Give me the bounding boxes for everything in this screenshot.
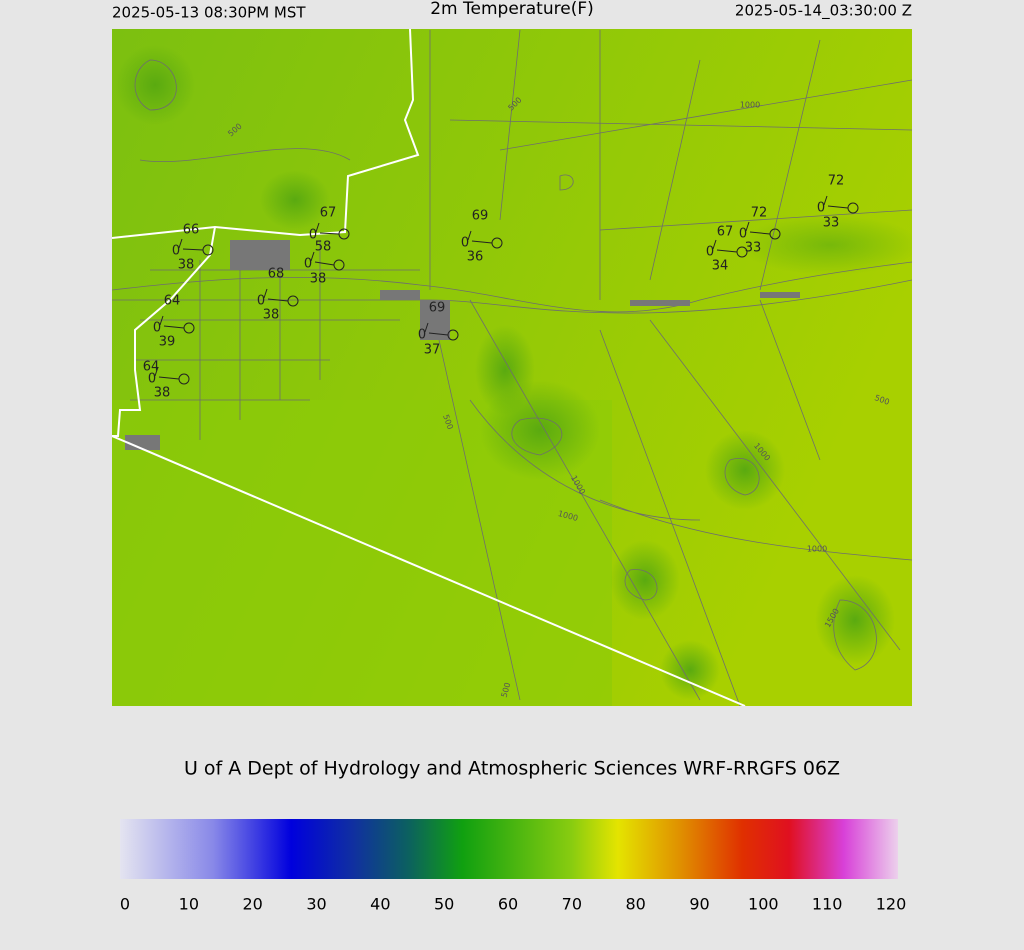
colorbar-tick-label: 90 (689, 895, 709, 914)
colorbar-tick-label: 30 (306, 895, 326, 914)
contour-label: 1000 (807, 545, 827, 554)
station-stem (315, 222, 320, 233)
station-stick (158, 376, 180, 380)
station-stem (263, 288, 268, 299)
contour-label: 1000 (740, 101, 760, 110)
station-circle (847, 202, 859, 214)
station-temp: 67 (320, 206, 337, 221)
station-stick (314, 261, 335, 266)
station-dew: 36 (467, 250, 484, 265)
station-temp: 67 (717, 225, 734, 240)
station-stick (749, 231, 771, 235)
station-wind: 0 (461, 236, 469, 251)
station-circle (178, 373, 190, 385)
header-left: 2025-05-13 08:30PM MST (112, 4, 306, 22)
colorbar-tick-label: 50 (434, 895, 454, 914)
header-title: 2m Temperature(F) (430, 0, 594, 19)
colorbar-tick-label: 100 (748, 895, 779, 914)
station-temp: 64 (164, 294, 181, 309)
station-stick (319, 232, 340, 235)
station-stick (827, 205, 849, 209)
station-wind: 0 (148, 372, 156, 387)
station-dew: 38 (263, 308, 280, 323)
station-temp: 69 (472, 209, 489, 224)
station-wind: 0 (309, 228, 317, 243)
station-temp: 66 (183, 223, 200, 238)
station-stem (712, 239, 717, 250)
station-stem (823, 195, 828, 206)
colorbar-tick-label: 110 (812, 895, 843, 914)
colorbar-tick-label: 0 (120, 895, 130, 914)
station-wind: 0 (172, 244, 180, 259)
station-temp: 72 (751, 206, 768, 221)
station-circle (202, 244, 214, 256)
station-wind: 0 (706, 245, 714, 260)
station-temp: 72 (828, 174, 845, 189)
station-circle (183, 322, 195, 334)
station-stem (424, 322, 429, 333)
station: 038 (304, 251, 345, 287)
station-temp: 69 (429, 301, 446, 316)
station-circle (287, 295, 299, 307)
station-stem (310, 251, 315, 262)
station-stem (178, 238, 183, 249)
station-dew: 38 (310, 272, 327, 287)
station-stick (716, 249, 738, 253)
station-stick (267, 298, 289, 302)
station-wind: 0 (739, 227, 747, 242)
station-wind: 0 (257, 294, 265, 309)
station-dew: 38 (154, 386, 171, 401)
colorbar-tick-label: 40 (370, 895, 390, 914)
station-dew: 37 (424, 343, 441, 358)
station: 72 033 (739, 206, 781, 256)
station-temp: 68 (268, 267, 285, 282)
header-right: 2025-05-14_03:30:00 Z (735, 2, 912, 21)
colorbar-tick-label: 70 (562, 895, 582, 914)
colorbar-tick-label: 20 (242, 895, 262, 914)
station-stem (159, 315, 164, 326)
station-wind: 0 (153, 321, 161, 336)
map (112, 29, 912, 706)
contour-label: 500 (500, 681, 513, 698)
colorbar-tick-label: 120 (876, 895, 907, 914)
colorbar-tick-label: 60 (498, 895, 518, 914)
station-circle (491, 237, 503, 249)
station-wind: 0 (304, 257, 312, 272)
station-circle (338, 228, 350, 240)
colorbar (120, 819, 898, 879)
station-wind: 0 (418, 328, 426, 343)
station-stick (428, 332, 449, 336)
station-dew: 38 (178, 258, 195, 273)
station-stem (467, 230, 472, 241)
station-stem (745, 221, 750, 232)
station-wind: 0 (817, 201, 825, 216)
station-circle (333, 259, 345, 271)
station-stick (163, 325, 185, 329)
colorbar-tick-label: 80 (625, 895, 645, 914)
station-circle (769, 228, 781, 240)
station-dew: 33 (745, 241, 762, 256)
station-temp: 64 (143, 360, 160, 375)
station-dew: 33 (823, 216, 840, 231)
station-dew: 34 (712, 259, 729, 274)
credit: U of A Dept of Hydrology and Atmospheric… (184, 758, 840, 780)
colorbar-tick-label: 10 (179, 895, 199, 914)
station-circle (447, 329, 459, 341)
station-dew: 58 (315, 240, 332, 255)
station-circle (736, 246, 748, 258)
station-stick (471, 240, 493, 244)
station-dew: 39 (159, 335, 176, 350)
station-stem (154, 366, 159, 377)
station-stick (182, 248, 204, 251)
